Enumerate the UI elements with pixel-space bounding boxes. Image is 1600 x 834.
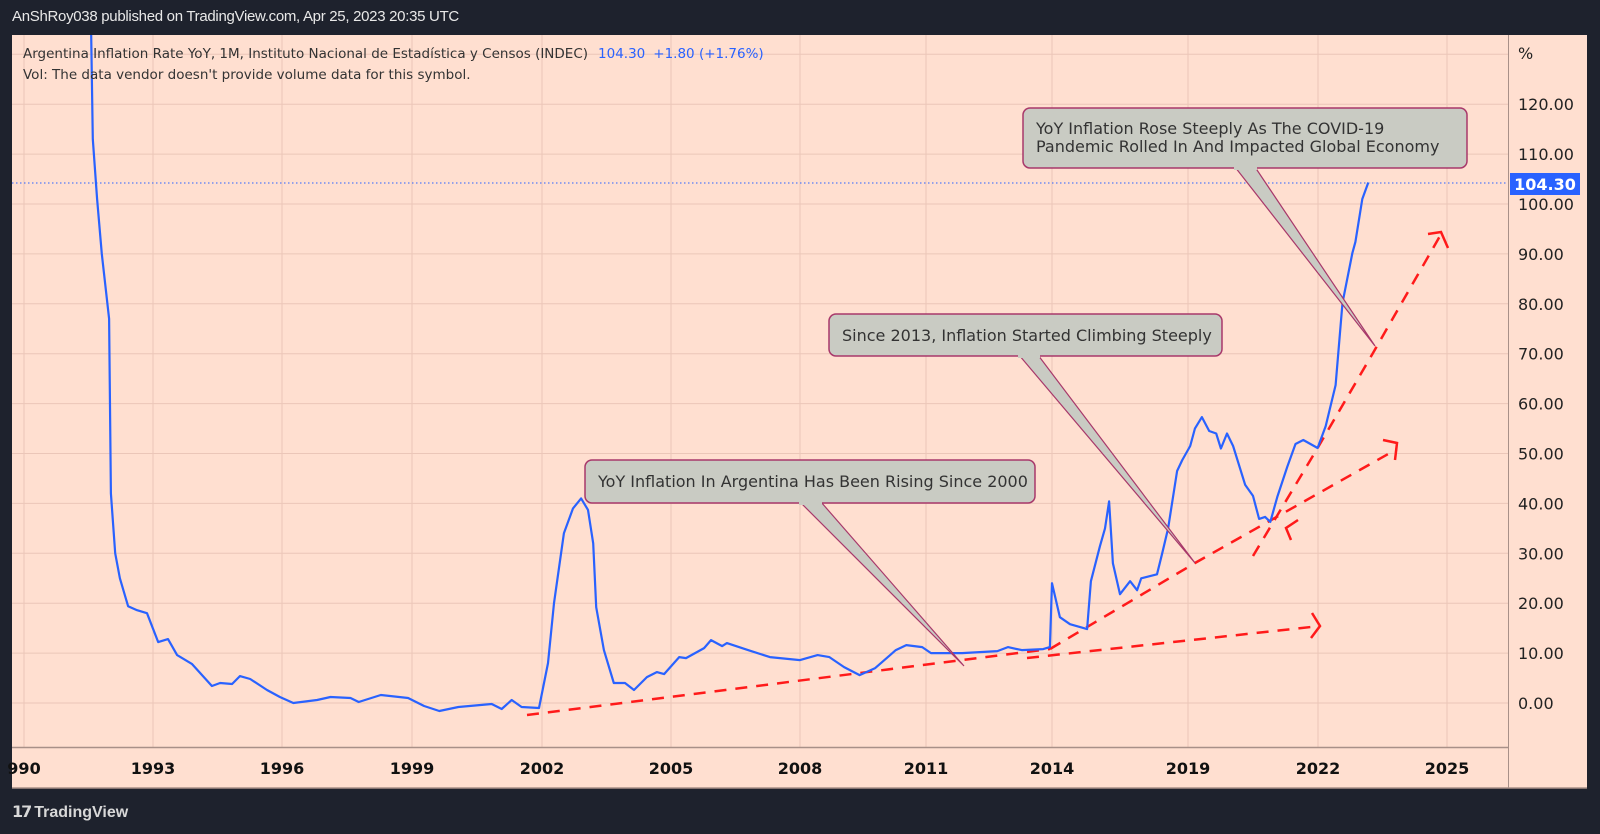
arrowhead-icon bbox=[1310, 612, 1322, 639]
callout-text: YoY Inflation In Argentina Has Been Risi… bbox=[597, 472, 1028, 491]
callout-covid[interactable]: YoY Inflation Rose Steeply As The COVID-… bbox=[1022, 107, 1468, 347]
arrowhead-icon bbox=[1284, 518, 1299, 541]
y-tick-label: 30.00 bbox=[1518, 544, 1564, 563]
y-tick-label: 100.00 bbox=[1518, 195, 1574, 214]
x-tick-label: 2014 bbox=[1030, 759, 1075, 778]
y-tick-label: 40.00 bbox=[1518, 494, 1564, 513]
x-tick-label: 2008 bbox=[778, 759, 823, 778]
y-tick-label: 50.00 bbox=[1518, 445, 1564, 464]
callout-text: YoY Inflation Rose Steeply As The COVID-… bbox=[1035, 119, 1384, 138]
x-tick-label: 2025 bbox=[1425, 759, 1470, 778]
legend-last-value: 104.30 bbox=[598, 46, 645, 62]
callout-since-2013[interactable]: Since 2013, Inflation Started Climbing S… bbox=[828, 313, 1223, 564]
arrowhead-icon bbox=[1427, 230, 1450, 249]
x-tick-label: 2005 bbox=[649, 759, 694, 778]
legend-volume-note: Vol: The data vendor doesn't provide vol… bbox=[23, 67, 471, 83]
last-price-label: 104.30 bbox=[1514, 175, 1576, 194]
callout-text: Pandemic Rolled In And Impacted Global E… bbox=[1036, 137, 1439, 156]
y-tick-label: 110.00 bbox=[1518, 145, 1574, 164]
y-tick-label: 10.00 bbox=[1518, 644, 1564, 663]
time-axis[interactable] bbox=[12, 747, 1508, 788]
tradingview-logo-icon: 𝟭𝟳 bbox=[12, 804, 32, 821]
callout-text: Since 2013, Inflation Started Climbing S… bbox=[842, 326, 1212, 345]
x-tick-label: 1996 bbox=[260, 759, 305, 778]
x-axis-ticks: 990 1993 1996 1999 2002 2005 2008 2011 2014 2019 2… bbox=[7, 759, 1469, 778]
trend-line-2000[interactable] bbox=[526, 647, 1051, 717]
arrowhead-icon bbox=[1382, 438, 1399, 461]
unit-label: % bbox=[1518, 44, 1533, 63]
legend-symbol[interactable]: Argentina Inflation Rate YoY, 1M, Instit… bbox=[23, 46, 764, 62]
y-tick-label: 120.00 bbox=[1518, 95, 1574, 114]
x-tick-label: 2019 bbox=[1166, 759, 1211, 778]
legend-change: +1.80 (+1.76%) bbox=[653, 46, 763, 62]
y-tick-label: 70.00 bbox=[1518, 345, 1564, 364]
inflation-series-line bbox=[90, 35, 1370, 713]
x-tick-label: 2022 bbox=[1296, 759, 1341, 778]
x-tick-label: 990 bbox=[7, 759, 40, 778]
y-tick-label: 80.00 bbox=[1518, 295, 1564, 314]
y-tick-label: 60.00 bbox=[1518, 395, 1564, 414]
trend-line-flat[interactable] bbox=[1026, 624, 1321, 660]
price-axis[interactable] bbox=[1508, 35, 1587, 788]
publish-info: AnShRoy038 published on TradingView.com,… bbox=[12, 8, 459, 25]
gridlines bbox=[12, 35, 1508, 747]
x-tick-label: 1999 bbox=[390, 759, 435, 778]
callout-since-2000[interactable]: YoY Inflation In Argentina Has Been Risi… bbox=[584, 459, 1036, 667]
x-tick-label: 1993 bbox=[131, 759, 176, 778]
trend-arrowheads bbox=[1284, 230, 1450, 639]
x-tick-label: 2002 bbox=[520, 759, 565, 778]
y-tick-label: 0.00 bbox=[1518, 694, 1554, 713]
brand-name: TradingView bbox=[34, 804, 129, 821]
tradingview-brand[interactable]: 𝟭𝟳 TradingView bbox=[12, 802, 128, 822]
x-tick-label: 2011 bbox=[904, 759, 949, 778]
trend-line-2020[interactable] bbox=[1251, 235, 1442, 557]
y-axis-ticks: 0.00 10.00 20.00 30.00 40.00 50.00 60.00 70.00 8… bbox=[1518, 95, 1574, 713]
y-tick-label: 20.00 bbox=[1518, 594, 1564, 613]
legend-symbol-name: Argentina Inflation Rate YoY, 1M, Instit… bbox=[23, 46, 588, 62]
last-price-badge bbox=[1510, 173, 1580, 195]
y-tick-label: 90.00 bbox=[1518, 245, 1564, 264]
